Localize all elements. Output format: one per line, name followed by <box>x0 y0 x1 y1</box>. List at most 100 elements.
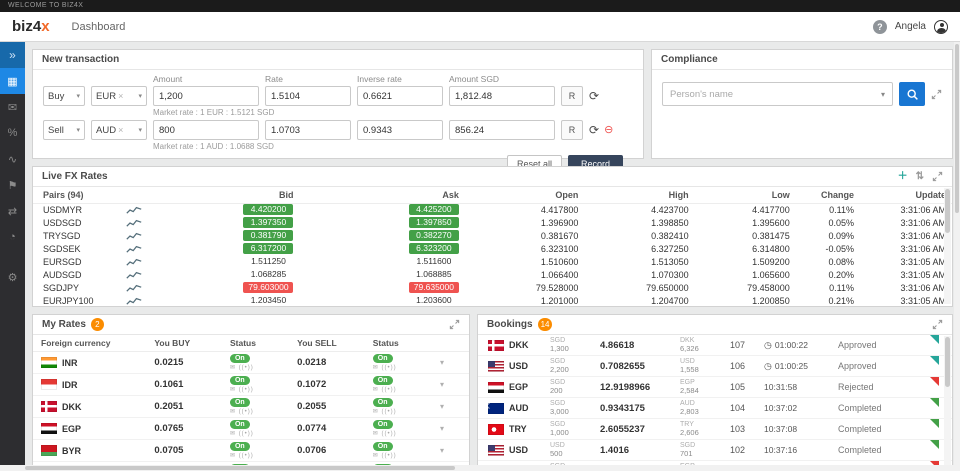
signal-icon: ((•)) <box>381 365 397 371</box>
side-select[interactable]: Buy ▾ <box>43 86 85 106</box>
currency-flag <box>41 379 57 390</box>
sidebar-item-reports[interactable]: ◔ <box>0 224 25 250</box>
rate-label: Rate <box>265 74 283 84</box>
expand-icon[interactable] <box>932 171 943 182</box>
to-amount: 2,803 <box>680 407 699 416</box>
currency-select[interactable]: AUD × ▾ <box>91 120 147 140</box>
fx-change: 0.09% <box>828 230 855 241</box>
chart-icon[interactable] <box>126 257 142 267</box>
update-header: Update <box>860 187 952 204</box>
sidebar-toggle[interactable]: » <box>0 42 25 68</box>
chevron-down-icon[interactable]: ▾ <box>439 358 444 367</box>
scrollbar[interactable] <box>944 336 951 467</box>
status-on-badge[interactable]: On <box>229 420 250 429</box>
vertical-scrollbar[interactable] <box>954 42 960 465</box>
status-on-badge[interactable]: On <box>372 354 393 363</box>
booking-status: Approved <box>838 340 877 350</box>
chart-icon[interactable] <box>126 270 142 280</box>
amount-sgd-input[interactable] <box>449 86 555 106</box>
message-icon: ✉ <box>229 453 237 459</box>
sidebar-item-rates[interactable]: % <box>0 120 25 146</box>
amount-input[interactable] <box>153 120 259 140</box>
fx-low: 1.065600 <box>752 269 790 280</box>
amount-sgd-input[interactable] <box>449 120 555 140</box>
chevron-down-icon[interactable]: ▾ <box>439 380 444 389</box>
rate-mode-button[interactable]: R <box>561 86 583 106</box>
status-on-badge[interactable]: On <box>229 398 250 407</box>
signal-icon: ((•)) <box>381 453 397 459</box>
panel-title: Bookings <box>487 319 533 330</box>
to-currency: AUD <box>680 400 695 407</box>
currency-select[interactable]: EUR × ▾ <box>91 86 147 106</box>
sidebar-item-dashboard[interactable]: ▦ <box>0 68 25 94</box>
sidebar-item-messages[interactable]: ✉ <box>0 94 25 120</box>
fx-row: SGDSEK 6.317200 6.323200 6.323100 6.3272… <box>33 242 952 255</box>
fx-row: SGDJPY 79.603000 79.635000 79.528000 79.… <box>33 281 952 294</box>
help-icon[interactable]: ? <box>872 19 887 34</box>
expand-icon[interactable] <box>931 89 942 100</box>
status-on-badge[interactable]: On <box>372 442 393 451</box>
message-icon: ✉ <box>372 365 379 371</box>
booking-status: Completed <box>838 424 882 434</box>
inverse-rate-input[interactable] <box>357 120 443 140</box>
currency-code: BYR <box>62 445 82 456</box>
status-on-badge[interactable]: On <box>372 398 393 407</box>
clear-icon[interactable]: × <box>118 91 124 101</box>
chart-icon[interactable] <box>126 283 142 293</box>
currency-code: DKK <box>62 401 82 412</box>
sort-icon[interactable]: ⇅ <box>915 170 924 182</box>
chart-icon[interactable] <box>126 218 142 228</box>
status-on-badge[interactable]: On <box>372 376 393 385</box>
buy-rate: 0.0215 <box>154 357 184 368</box>
chevron-down-icon[interactable]: ▾ <box>439 446 444 455</box>
rate-input[interactable] <box>265 86 351 106</box>
status-on-badge[interactable]: On <box>229 354 250 363</box>
status-on-badge[interactable]: On <box>229 376 250 385</box>
search-button[interactable] <box>899 82 925 106</box>
chevron-down-icon[interactable]: ▾ <box>439 424 444 433</box>
inverse-rate-input[interactable] <box>357 86 443 106</box>
rate-input[interactable] <box>265 120 351 140</box>
rate-mode-button[interactable]: R <box>561 120 583 140</box>
chart-icon[interactable] <box>126 231 142 241</box>
user-name[interactable]: Angela <box>894 21 926 32</box>
sidebar-item-transactions[interactable]: ⇄ <box>0 198 25 224</box>
chart-icon[interactable] <box>126 244 142 254</box>
chevron-down-icon[interactable]: ▾ <box>439 402 444 411</box>
sell-rate: 0.0706 <box>297 445 327 456</box>
fx-pair: USDMYR <box>43 204 83 215</box>
logo[interactable]: biz4 x <box>12 18 50 35</box>
add-pair-icon[interactable]: ＋ <box>897 170 908 182</box>
clear-icon[interactable]: × <box>118 125 124 135</box>
refresh-icon[interactable]: ⟳ <box>589 89 600 103</box>
amount-input[interactable] <box>153 86 259 106</box>
booking-row: DKK SGD 1,300 4.86618 DKK 6,326 107 ◷ 01:00… <box>478 335 952 356</box>
status-on-badge[interactable]: On <box>372 420 393 429</box>
person-name-select[interactable]: Person's name ▾ <box>662 82 893 106</box>
side-value: Buy <box>48 90 65 102</box>
chart-icon[interactable] <box>126 205 142 215</box>
chart-icon[interactable] <box>126 296 142 306</box>
status-on-badge[interactable]: On <box>229 442 250 451</box>
transaction-row-sell: Sell ▾ AUD × ▾ R <box>43 120 633 140</box>
refresh-icon[interactable]: ⟳ <box>589 123 600 137</box>
expand-icon[interactable] <box>449 319 460 330</box>
currency-flag <box>488 339 504 351</box>
status-corner-badge <box>930 335 939 344</box>
currency-code: IDR <box>62 379 78 390</box>
sidebar-item-analytics[interactable]: ∿ <box>0 146 25 172</box>
sidebar-item-settings[interactable]: ⚙ <box>0 264 25 290</box>
booking-ref: 106 <box>730 361 746 371</box>
user-avatar-icon[interactable] <box>934 19 948 34</box>
currency-code: EGP <box>509 382 529 392</box>
expand-icon[interactable] <box>932 319 943 330</box>
remove-row-icon[interactable]: ⊖ <box>604 123 614 136</box>
sidebar-item-customers[interactable]: ⚑ <box>0 172 25 198</box>
scrollbar[interactable] <box>944 188 951 304</box>
market-rate-text: Market rate : 1 AUD : 1.0688 SGD <box>153 142 274 151</box>
side-select[interactable]: Sell ▾ <box>43 120 85 140</box>
horizontal-scrollbar[interactable] <box>0 465 960 471</box>
fx-low: 1.200850 <box>752 295 790 306</box>
from-amount: 500 <box>550 449 563 458</box>
fx-ask: 4.425200 <box>408 204 459 216</box>
